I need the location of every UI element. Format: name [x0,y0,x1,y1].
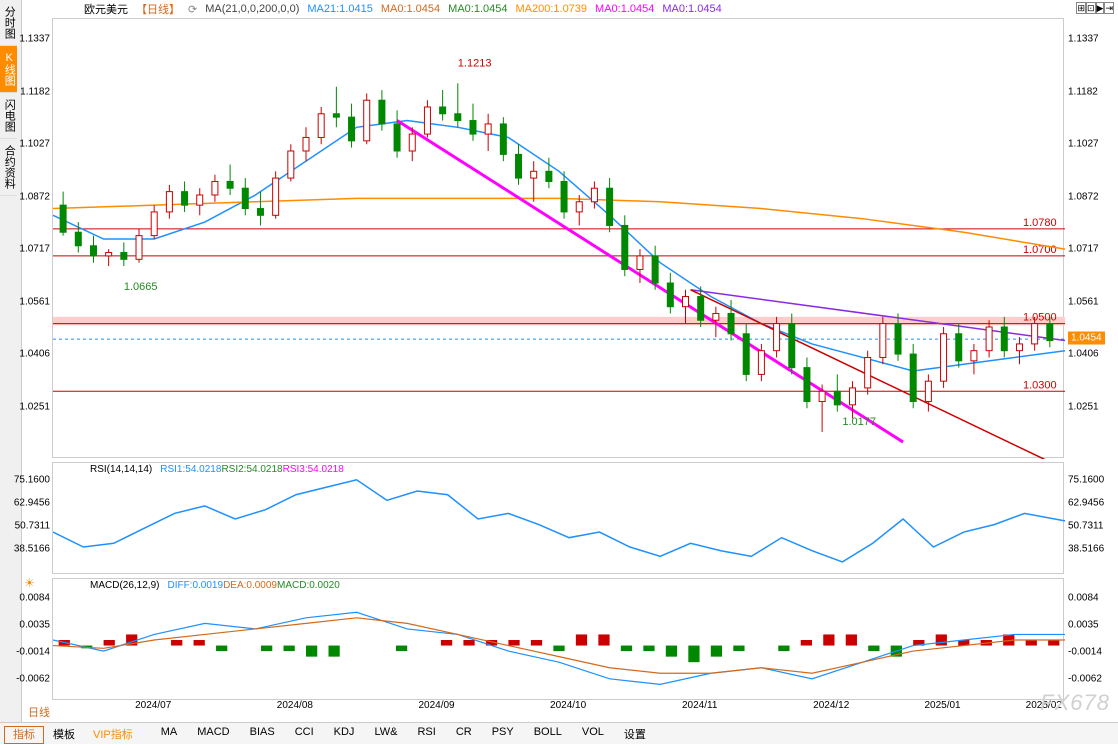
svg-text:1.0665: 1.0665 [124,281,158,293]
y-tick: 1.0406 [1068,349,1099,360]
y-tick: 62.9456 [14,498,50,509]
y-tick: 1.1182 [1068,86,1098,97]
left-sidebar: 分时图K线图闪电图合约资料 [0,0,22,744]
y-tick: -0.0014 [1068,647,1102,658]
sidebar-tab-0[interactable]: 分时图 [0,0,17,46]
indicator-btn-PSY[interactable]: PSY [483,723,523,745]
bottom-tab-VIP指标[interactable]: VIP指标 [84,726,142,744]
y-tick: 1.0872 [1068,191,1099,202]
x-tick: 2024/09 [418,700,454,711]
price-chart-area[interactable]: 1.0780 1.0700 1.0500 1.0300 1.1213 1.0665 1.01… [52,18,1064,458]
ma-value: MA0:1.0454 [662,3,721,15]
indicator-btn-MACD[interactable]: MACD [188,723,238,745]
y-tick: 1.1027 [1068,139,1099,150]
toolbar-icon[interactable]: ⊞ [1076,2,1086,14]
x-axis: 2024/07 2024/08 2024/09 2024/10 2024/11 2024/… [52,700,1064,718]
macd-y-axis-left: 0.00840.0035-0.0014-0.0062 [22,578,52,700]
ma-config: MA(21,0,0,200,0,0) [205,3,299,15]
rsi-chart-area[interactable] [52,462,1064,574]
indicator-btn-VOL[interactable]: VOL [573,723,613,745]
y-tick: 1.1337 [1068,34,1099,45]
svg-text:1.0500: 1.0500 [1023,312,1057,324]
x-tick: 2024/11 [682,700,717,711]
x-tick: 2024/07 [135,700,171,711]
rsi-y-axis-right: 75.1600 62.9456 50.7311 38.5166 [1064,462,1114,574]
x-tick: 2024/08 [277,700,313,711]
sidebar-tab-1[interactable]: K线图 [0,46,17,93]
macd-y-axis-right: 0.0084 0.0035 -0.0014 -0.0062 [1064,578,1114,700]
svg-text:1.0300: 1.0300 [1023,379,1057,391]
current-price-badge: 1.0454 [1068,332,1105,345]
indicator-btn-BOLL[interactable]: BOLL [525,723,571,745]
price-y-axis-right: 1.1337 1.1182 1.1027 1.0872 1.0717 1.0561 1.04… [1064,18,1114,458]
indicator-btn-CR[interactable]: CR [447,723,481,745]
ma-value: MA0:1.0454 [448,3,507,15]
y-tick: 75.1600 [1068,475,1104,486]
macd-chart-area[interactable] [52,578,1064,700]
timeframe-label: 【日线】 [136,1,180,17]
symbol-name: 欧元美元 [84,1,128,17]
y-tick: 1.0717 [19,244,50,255]
y-tick: 0.0084 [19,592,50,603]
y-tick: 0.0084 [1068,592,1099,603]
indicator-btn-设置[interactable]: 设置 [615,723,655,745]
indicator-btn-KDJ[interactable]: KDJ [325,723,364,745]
y-tick: 62.9456 [1068,498,1104,509]
y-tick: 1.0251 [19,401,50,412]
y-tick: 50.7311 [1068,520,1103,531]
sidebar-tab-2[interactable]: 闪电图 [0,93,17,139]
y-tick: -0.0062 [16,673,50,684]
indicator-btn-LW&[interactable]: LW& [365,723,406,745]
y-tick: -0.0014 [16,647,50,658]
x-tick: 2025/01 [924,700,960,711]
indicator-btn-MA[interactable]: MA [152,723,187,745]
svg-text:1.0780: 1.0780 [1023,217,1057,229]
y-tick: 1.1027 [19,139,50,150]
y-tick: 1.0251 [1068,401,1099,412]
ma-value: MA0:1.0454 [381,3,440,15]
y-tick: 0.0035 [19,620,50,631]
y-tick: 38.5166 [1068,543,1104,554]
bottom-toolbar: 指标模板VIP指标 MAMACDBIASCCIKDJLW&RSICRPSYBOL… [0,722,1118,744]
watermark: FX678 [1040,690,1110,716]
x-tick: 2024/10 [550,700,586,711]
rsi-y-axis-left: 75.160062.945650.731138.5166 [22,462,52,574]
y-tick: 50.7311 [15,520,50,531]
ma-value: MA0:1.0454 [595,3,654,15]
svg-text:1.1213: 1.1213 [458,57,492,69]
y-tick: 38.5166 [14,543,50,554]
indicator-btn-RSI[interactable]: RSI [408,723,444,745]
refresh-icon[interactable]: ⟳ [188,3,197,16]
svg-text:1.0700: 1.0700 [1023,244,1057,256]
y-tick: -0.0062 [1068,673,1102,684]
ma-value: MA21:1.0415 [307,3,372,15]
top-toolbar: ⊞⊡▶⇥ [1076,2,1114,14]
y-tick: 1.0717 [1068,244,1099,255]
y-tick: 1.1337 [19,34,50,45]
toolbar-icon[interactable]: ⊡ [1086,2,1096,14]
chart-header: 欧元美元 【日线】 ⟳ MA(21,0,0,200,0,0) MA21:1.04… [22,0,1118,18]
timeframe-button[interactable]: 日线 [22,702,56,722]
y-tick: 1.1182 [20,86,50,97]
sidebar-tab-3[interactable]: 合约资料 [0,139,17,196]
y-tick: 1.0872 [19,191,50,202]
toolbar-icon[interactable]: ⇥ [1104,2,1114,14]
price-y-axis-left: 1.1337 1.1182 1.1027 1.0872 1.0717 1.0561 1.04… [22,18,52,458]
y-tick: 0.0035 [1068,620,1099,631]
bottom-tab-模板[interactable]: 模板 [44,726,84,744]
y-tick: 1.0561 [19,296,50,307]
ma-value: MA200:1.0739 [515,3,587,15]
y-tick: 1.0406 [19,349,50,360]
y-tick: 1.0561 [1068,296,1099,307]
y-tick: 75.1600 [14,475,50,486]
svg-text:1.0177: 1.0177 [842,416,876,428]
indicator-btn-CCI[interactable]: CCI [286,723,323,745]
indicator-btn-BIAS[interactable]: BIAS [241,723,284,745]
bottom-tab-指标[interactable]: 指标 [4,726,44,744]
x-tick: 2024/12 [813,700,849,711]
